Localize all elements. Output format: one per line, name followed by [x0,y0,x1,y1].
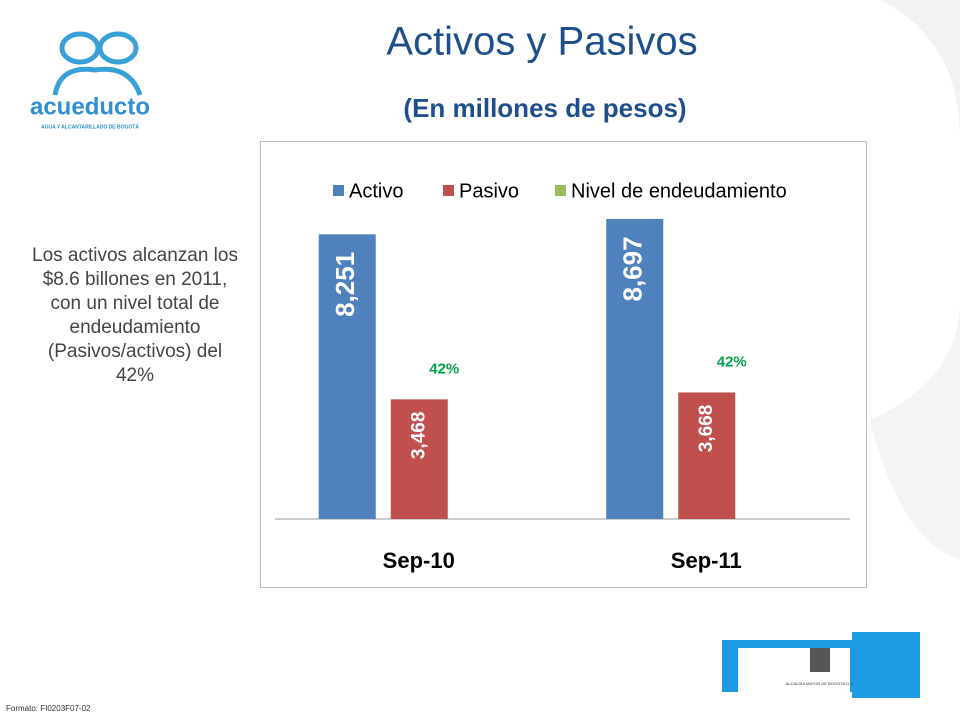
seal: ALCALDÍA MAYOR DE BOGOTÁ D.C. [722,632,920,698]
bar [390,399,448,519]
logo: acueducto AGUA Y ALCANTARILLADO DE BOGOT… [30,31,150,130]
ratio-label: 42% [429,360,459,377]
legend-swatch [443,185,454,196]
value-label: 8,697 [618,236,648,301]
legend-swatch [555,185,566,196]
value-label: 3,468 [408,412,429,460]
legend-label: Nivel de endeudamiento [571,180,787,202]
seal-text: ALCALDÍA MAYOR DE BOGOTÁ D.C. [786,681,855,686]
value-label: 3,668 [696,405,717,453]
bar [678,392,736,519]
chart-subtitle: (En millones de pesos) [403,93,686,123]
footer: Formato: FI0203F07-02 [6,704,91,713]
legend-label: Pasivo [459,180,519,202]
x-tick-label: Sep-11 [671,548,742,573]
side-text: Los activos alcanzan los $8.6 billones e… [32,245,238,386]
bg-shape [880,0,960,140]
logo-tagline: AGUA Y ALCANTARILLADO DE BOGOTÁ [41,123,139,130]
ratio-label: 42% [717,353,747,370]
chart-title: Activos y Pasivos [386,20,697,64]
bg-shape [870,300,960,560]
legend-swatch [333,185,344,196]
bar [606,218,664,520]
bar [318,234,376,519]
x-tick-label: Sep-10 [383,548,455,573]
logo-name: acueducto [30,93,150,120]
legend-label: Activo [349,180,403,202]
value-label: 8,251 [330,252,360,317]
